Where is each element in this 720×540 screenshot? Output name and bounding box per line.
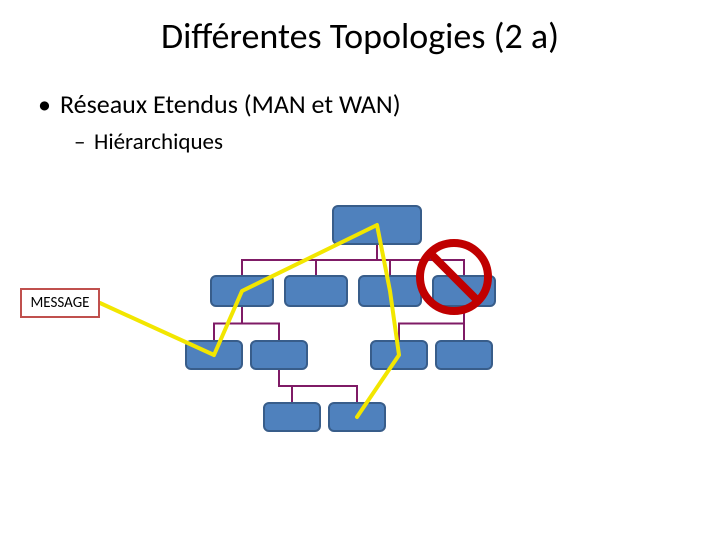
bullet2-text: Hiérarchiques bbox=[94, 128, 223, 156]
tree-node bbox=[370, 340, 428, 370]
bullet2-marker: – bbox=[74, 128, 94, 156]
tree-node bbox=[435, 340, 493, 370]
connectors-layer bbox=[0, 0, 720, 540]
tree-node bbox=[328, 402, 386, 432]
bullet1-text: Réseaux Etendus (MAN et WAN) bbox=[60, 88, 401, 120]
tree-node bbox=[284, 275, 348, 307]
tree-node bbox=[210, 275, 274, 307]
tree-node bbox=[358, 275, 422, 307]
forbidden-layer bbox=[0, 0, 720, 540]
bullet-level2: –Hiérarchiques bbox=[74, 128, 223, 156]
bullet1-marker: • bbox=[38, 88, 60, 120]
tree-node bbox=[250, 340, 308, 370]
tree-node bbox=[332, 205, 422, 245]
highlight-layer bbox=[0, 0, 720, 540]
slide-title: Différentes Topologies (2 a) bbox=[0, 14, 720, 58]
message-box: MESSAGE bbox=[20, 288, 100, 318]
tree-node bbox=[185, 340, 243, 370]
bullet-level1: •Réseaux Etendus (MAN et WAN) bbox=[38, 88, 401, 120]
message-label: MESSAGE bbox=[30, 294, 89, 312]
tree-node bbox=[263, 402, 321, 432]
tree-node bbox=[432, 275, 496, 307]
